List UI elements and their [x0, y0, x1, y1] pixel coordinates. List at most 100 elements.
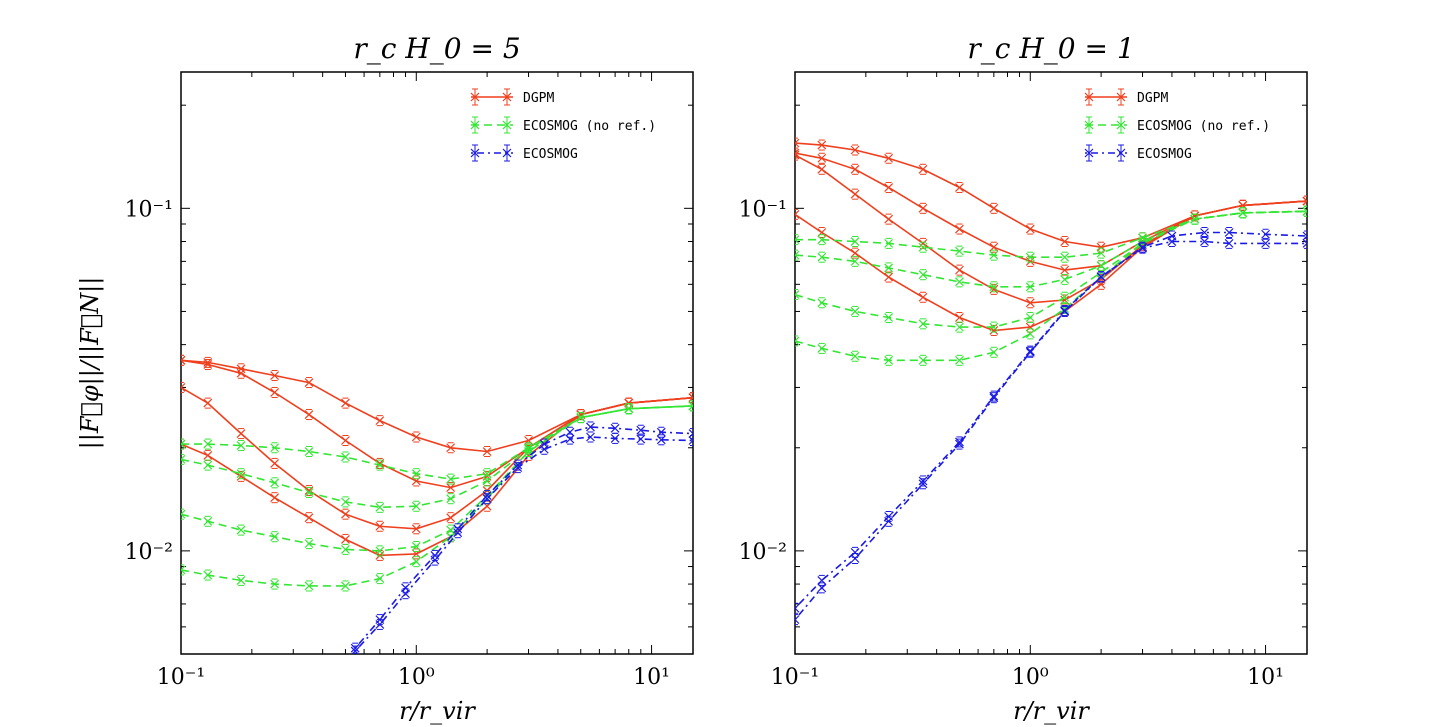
x-axis-label: r/r_vir: [1013, 697, 1090, 725]
data-point: [304, 538, 314, 550]
data-point: [203, 438, 213, 450]
series-line: [795, 152, 1307, 271]
series-line: [181, 405, 693, 552]
data-point: [918, 354, 928, 366]
data-point: [955, 276, 964, 288]
legend-item: ECOSMOG: [1084, 144, 1192, 162]
data-point: [203, 359, 213, 371]
data-point: [955, 436, 964, 448]
legend-item: DGPM: [470, 88, 554, 106]
data-point: [203, 515, 213, 527]
data-point: [1261, 228, 1270, 240]
series-line: [181, 359, 693, 489]
data-point: [1224, 226, 1234, 238]
data-point: [918, 291, 928, 303]
data-point: [270, 492, 280, 504]
series-line: [181, 405, 693, 480]
data-point: [181, 438, 186, 450]
data-point: [688, 392, 693, 404]
data-point: [918, 318, 928, 330]
data-point: [304, 580, 314, 592]
series-line: [795, 154, 1307, 304]
data-point: [1096, 271, 1106, 283]
data-point: [446, 524, 456, 536]
data-point: [817, 226, 827, 238]
left-subplot: 10⁻¹ 10⁰ 10¹ 10⁻² 10⁻¹ r_c H_0 = 5 r/r_vir DGPM…: [125, 32, 694, 725]
data-point: [918, 269, 928, 281]
data-point: [304, 512, 314, 524]
data-point: [884, 182, 894, 194]
plot-area: [795, 137, 1307, 626]
data-point: [341, 533, 350, 545]
data-point: [341, 496, 350, 508]
data-point: [884, 271, 894, 283]
data-point: [411, 500, 421, 512]
legend-item: DGPM: [1084, 88, 1168, 106]
data-point: [236, 524, 246, 536]
series-line: [354, 436, 693, 652]
data-point: [375, 501, 385, 513]
data-point: [430, 554, 440, 566]
data-point: [446, 512, 456, 524]
data-point: [341, 543, 350, 555]
legend-label: ECOSMOG (no ref.): [523, 119, 656, 134]
legend: DGPM ECOSMOG (no ref.) ECOSMOG: [1084, 88, 1270, 162]
data-point: [795, 149, 800, 161]
data-point: [989, 202, 999, 214]
plot-frame: [794, 71, 1308, 655]
y-tick-label: 10⁻²: [739, 540, 787, 565]
x-axis-label: r/r_vir: [399, 697, 476, 725]
data-point: [688, 400, 693, 412]
legend-label: ECOSMOG: [1137, 147, 1192, 162]
data-point: [989, 281, 999, 293]
data-point: [884, 152, 894, 164]
legend-label: ECOSMOG: [523, 147, 578, 162]
data-point: [884, 262, 894, 274]
data-point: [850, 144, 860, 156]
data-point: [341, 508, 350, 520]
data-point: [453, 527, 463, 539]
x-tick-label: 10⁻¹: [157, 665, 205, 690]
data-point: [304, 446, 314, 458]
data-point: [565, 433, 575, 445]
data-point: [304, 377, 314, 389]
data-point: [884, 354, 894, 366]
data-point: [270, 386, 280, 398]
data-point: [341, 451, 350, 463]
data-point: [795, 234, 800, 246]
data-point: [1060, 236, 1070, 248]
data-point: [850, 255, 860, 267]
data-point: [1025, 281, 1035, 293]
data-point: [375, 415, 385, 427]
data-point: [918, 241, 928, 253]
plot-area: [181, 354, 693, 654]
data-point: [236, 574, 246, 586]
data-point: [270, 477, 280, 489]
data-point: [270, 531, 280, 543]
data-point: [453, 523, 463, 535]
data-point: [270, 578, 280, 590]
data-point: [1025, 345, 1035, 357]
data-point: [688, 434, 693, 446]
data-point: [1200, 226, 1209, 238]
data-point: [411, 540, 421, 552]
data-point: [203, 449, 213, 461]
data-point: [482, 446, 492, 458]
data-point: [181, 453, 186, 465]
data-point: [1096, 247, 1106, 259]
data-point: [350, 642, 360, 654]
data-point: [656, 434, 666, 446]
data-point: [918, 202, 928, 214]
y-tick-label: 10⁻¹: [739, 197, 787, 222]
data-point: [1025, 312, 1035, 324]
series-line: [181, 405, 693, 509]
data-point: [795, 208, 800, 220]
data-point: [236, 468, 246, 480]
y-tick-label: 10⁻²: [125, 540, 173, 565]
data-point: [817, 582, 827, 594]
data-point: [795, 249, 800, 261]
data-point: [795, 602, 800, 614]
data-point: [850, 546, 860, 558]
right-subplot: 10⁻¹ 10⁰ 10¹ 10⁻² 10⁻¹ r_c H_0 = 1 r/r_vir DGPM…: [739, 32, 1308, 725]
data-point: [576, 412, 586, 424]
